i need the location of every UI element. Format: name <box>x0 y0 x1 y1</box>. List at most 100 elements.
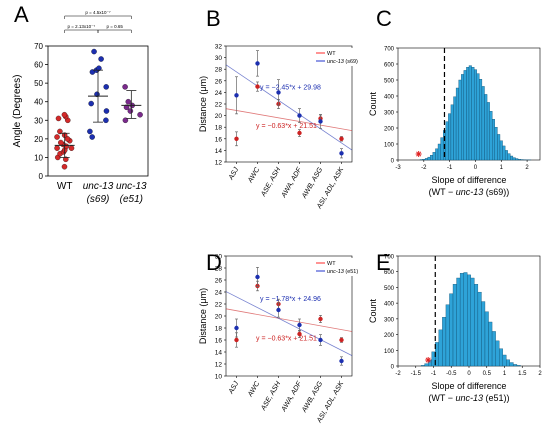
panel-c-hist-bar <box>446 122 449 160</box>
panel-d-point <box>318 338 322 342</box>
panel-c-xtick-label: -1 <box>447 165 453 171</box>
panel-a-group-label: (e51) <box>120 194 143 205</box>
panel-d-xtick-label: ASE, ASH <box>260 380 283 413</box>
panel-e-xtick-label: 1 <box>503 371 507 377</box>
panel-e-xtick-label: -1.5 <box>411 371 422 377</box>
panel-b-ytick-label: 26 <box>215 78 223 85</box>
panel-c-hist-bar <box>438 144 441 160</box>
panel-d-xtick-label: AWB, ASG <box>301 380 325 414</box>
panel-c-xtick-label: -3 <box>395 165 401 171</box>
panel-e-hist-bar <box>503 355 507 366</box>
panel-e-ytick-label: 300 <box>384 317 395 323</box>
panel-e-hist-bar <box>481 302 485 366</box>
panel-d-xtick-label: AWA, ADF <box>280 380 304 414</box>
panel-a-ytick-label: 70 <box>34 42 43 51</box>
panel-b-xtick-label: AWB, ASG <box>301 166 325 200</box>
panel-a-group-label: WT <box>57 181 73 192</box>
panel-a-point <box>91 49 96 54</box>
panel-c-hist-bar <box>503 146 506 160</box>
panel-a-pvalue: p = 2.13x10⁻⁷ <box>68 24 96 29</box>
panel-c-hist-bar <box>505 150 508 160</box>
panel-c-xtick-label: 2 <box>525 165 529 171</box>
panel-c-hist-bar <box>433 152 436 160</box>
panel-e-ytick-label: 100 <box>384 349 395 355</box>
panel-e-hist-bar <box>457 278 461 366</box>
panel-a-point <box>103 118 108 123</box>
panel-c-xtick-label: 0 <box>474 165 478 171</box>
panel-e-xlabel: (WT − unc-13 (e51)) <box>428 393 509 403</box>
panel-e-hist-bar <box>496 341 500 366</box>
panel-b-point <box>339 151 343 155</box>
panel-a-ylabel: Angle (Degrees) <box>12 75 23 148</box>
panel-d-point <box>255 275 259 279</box>
panel-c-ytick-label: 200 <box>384 127 395 133</box>
panel-c-hist-bar <box>510 156 513 160</box>
panel-a-point <box>90 134 95 139</box>
panel-e-hist-bar <box>517 365 521 366</box>
panel-a-point <box>104 84 109 89</box>
panel-d-fit-line <box>226 309 352 332</box>
panel-c-ytick-label: 500 <box>384 79 395 85</box>
panel-c-hist-bar <box>448 114 451 160</box>
panel-d-fit-equation: y = −1.78*x + 24.96 <box>260 296 321 303</box>
panel-e-hist-bar <box>467 275 471 366</box>
panel-a-point <box>62 164 67 169</box>
panel-b-ytick-label: 30 <box>215 55 223 62</box>
panel-c-hist-bar <box>461 74 464 160</box>
panel-b-legend-label: WT <box>327 51 336 57</box>
panel-b-ytick-label: 32 <box>215 44 223 51</box>
panel-b-fit-equation: y = −2.45*x + 29.98 <box>260 85 321 92</box>
panel-e-ytick-label: 700 <box>384 255 395 261</box>
panel-e-xtick-label: -0.5 <box>446 371 457 377</box>
panel-e-ylabel: Count <box>368 299 378 324</box>
panel-b-ytick-label: 12 <box>215 160 223 167</box>
panel-e-hist-bar <box>510 363 514 366</box>
panel-c-hist-bar <box>454 97 457 160</box>
panel-e-hist-bar <box>478 292 482 366</box>
panel-d-point <box>297 323 301 327</box>
panel-b-point <box>318 119 322 123</box>
panel-e-hist-bar <box>460 273 464 366</box>
panel-b-fit-line <box>226 65 352 150</box>
panel-e-hist-bar <box>442 317 446 366</box>
panel-c-hist-bar <box>515 159 518 160</box>
panel-c-xlabel: Slope of difference <box>432 175 507 185</box>
panel-e-xtick-label: -1 <box>431 371 437 377</box>
panel-a-group-label: (s69) <box>87 194 110 205</box>
panel-a-point <box>56 116 61 121</box>
panel-c-hist-bar <box>482 86 485 160</box>
panel-c-hist-bar <box>435 149 438 160</box>
panel-d-legend-label: unc-13 (e51) <box>327 269 358 275</box>
panel-c-xtick-label: -2 <box>421 165 427 171</box>
panel-c-hist-bar <box>474 70 477 160</box>
panel-b-ytick-label: 24 <box>215 90 223 97</box>
panel-a-pvalue: p = 0.65 <box>106 24 123 29</box>
panel-label-b: B <box>206 6 221 31</box>
panel-d-point <box>276 308 280 312</box>
panel-c-hist-bar <box>451 105 454 160</box>
panel-a-ytick-label: 30 <box>34 116 43 125</box>
panel-e-hist-bar <box>421 365 425 366</box>
panel-c-ytick-label: 700 <box>384 47 395 53</box>
panel-a-point <box>128 108 133 113</box>
panel-e-hist-bar <box>499 349 503 366</box>
panel-c-hist-bar <box>513 158 516 160</box>
panel-b-fit-equation: y = −0.63*x + 21.51 <box>256 123 317 130</box>
panel-label-c: C <box>376 6 392 31</box>
panel-e-hist-bar <box>489 322 493 366</box>
panel-c-hist-bar <box>459 80 462 160</box>
panel-a-ytick-label: 10 <box>34 153 43 162</box>
panel-c-hist-bar <box>430 155 433 160</box>
panel-b-point <box>297 113 301 117</box>
panel-b-point <box>234 93 238 97</box>
panel-a-group-label: unc-13 <box>116 181 147 192</box>
panel-e-ytick-label: 400 <box>384 302 395 308</box>
panel-d-ytick-label: 30 <box>215 254 223 261</box>
panel-c-ytick-label: 0 <box>391 159 395 165</box>
panel-c-ytick-label: 600 <box>384 63 395 69</box>
panel-c-hist-bar <box>423 159 426 160</box>
panel-e-hist-bar <box>464 273 468 367</box>
